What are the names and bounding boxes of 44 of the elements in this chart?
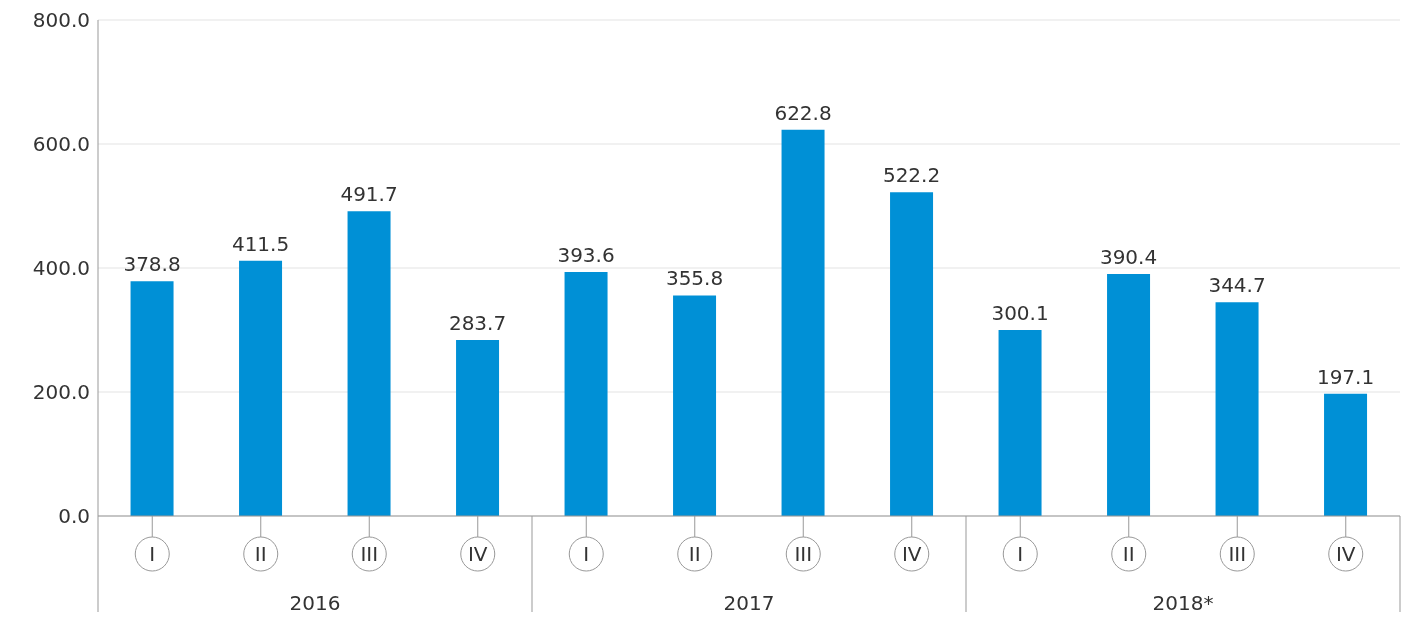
data-label: 378.8 [123,252,181,277]
x-tick-label: IV [901,542,922,566]
y-tick-label: 200.0 [32,380,90,405]
x-tick-label: III [794,542,813,566]
text: 2016 [289,591,341,615]
bar [673,295,717,516]
x-tick-label: II [688,542,701,566]
bar [1324,393,1368,516]
data-label: 491.7 [340,182,398,207]
data-label: 622.8 [774,100,832,125]
x-tick-label: I [1017,542,1024,566]
bar [347,211,391,516]
bar [781,129,825,516]
x-tick-label: I [583,542,590,566]
bar [564,271,608,516]
x-tick-label: II [1122,542,1135,566]
bar [1107,273,1151,516]
bar [239,260,283,516]
x-tick-label: IV [1335,542,1356,566]
bar [998,329,1042,516]
y-tick-label: 800.0 [32,8,90,33]
x-tick-label: I [149,542,156,566]
x-tick-label: II [254,542,267,566]
data-label: 390.4 [1099,244,1158,269]
data-label: 344.7 [1208,273,1266,298]
data-label: 283.7 [448,311,507,336]
bar [456,340,500,516]
bar [130,281,174,516]
data-label: 300.1 [991,300,1049,325]
data-label: 522.2 [882,163,941,188]
y-tick-label: 0.0 [58,504,90,529]
data-label: 355.8 [665,266,724,291]
bar [1215,302,1259,516]
data-label: 197.1 [1316,364,1375,389]
y-tick-label: 400.0 [32,256,90,281]
x-tick-label: IV [467,542,488,566]
text: 2017 [723,591,775,615]
data-label: 411.5 [231,231,290,256]
x-tick-label: III [360,542,379,566]
text: 2018* [1152,591,1214,615]
y-tick-label: 600.0 [32,132,90,157]
x-tick-label: III [1228,542,1247,566]
data-label: 393.6 [557,242,615,267]
bar [890,192,934,516]
